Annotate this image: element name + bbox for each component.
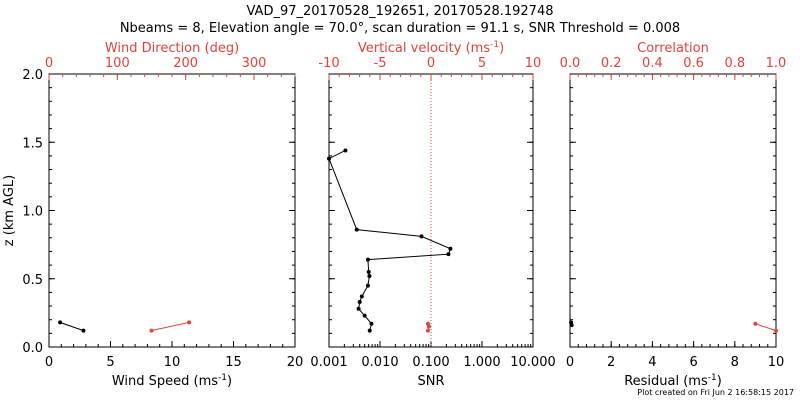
top-tick-label: 0 bbox=[427, 56, 435, 71]
data-point bbox=[753, 321, 758, 326]
top-axis-label: Correlation bbox=[637, 41, 709, 56]
bottom-axis-label: Residual (ms-1) bbox=[624, 373, 722, 389]
panel-frame-1 bbox=[48, 73, 296, 348]
top-tick-label: -5 bbox=[374, 56, 387, 71]
top-tick-label: 100 bbox=[105, 56, 130, 71]
bottom-tick-label: 1.000 bbox=[463, 355, 500, 370]
bottom-tick-label: 2 bbox=[607, 355, 615, 370]
data-point bbox=[774, 328, 778, 333]
data-point bbox=[359, 294, 364, 299]
data-point bbox=[367, 274, 372, 279]
data-point bbox=[569, 323, 574, 328]
top-tick-label: -10 bbox=[318, 56, 339, 71]
top-tick-label: 0.8 bbox=[724, 56, 745, 71]
bottom-tick-label: 8 bbox=[731, 355, 739, 370]
plot-timestamp: Plot created on Fri Jun 2 16:58:15 2017 bbox=[637, 388, 794, 397]
data-point bbox=[448, 246, 453, 251]
top-tick-label: 0.4 bbox=[642, 56, 663, 71]
bottom-axis-label: SNR bbox=[417, 374, 444, 389]
top-tick-label: 0 bbox=[45, 56, 53, 71]
data-point bbox=[367, 328, 372, 333]
y-tick-label: 2.0 bbox=[22, 68, 43, 83]
top-tick-label: 0.2 bbox=[601, 56, 622, 71]
data-point bbox=[365, 257, 370, 262]
bottom-tick-label: 6 bbox=[689, 355, 697, 370]
y-tick-label: 1.5 bbox=[22, 136, 43, 151]
top-tick-label: 1.0 bbox=[766, 56, 787, 71]
bottom-tick-label: 0.001 bbox=[310, 355, 347, 370]
top-tick-label: 0.0 bbox=[560, 56, 581, 71]
data-point bbox=[187, 320, 192, 325]
top-tick-label: 200 bbox=[173, 56, 198, 71]
series-line-1-2 bbox=[151, 321, 190, 332]
data-point bbox=[419, 234, 424, 239]
data-point bbox=[446, 252, 451, 257]
panel-frame-3 bbox=[569, 73, 777, 348]
bottom-axis-label: Wind Speed (ms-1) bbox=[112, 373, 232, 389]
bottom-tick-label: 20 bbox=[287, 355, 304, 370]
top-tick-label: 5 bbox=[478, 56, 486, 71]
bottom-tick-label: 5 bbox=[106, 355, 114, 370]
y-tick-label: 1.0 bbox=[22, 205, 43, 220]
bottom-tick-label: 0 bbox=[566, 355, 574, 370]
y-tick-label: 0.0 bbox=[22, 341, 43, 356]
bottom-tick-label: 0 bbox=[45, 355, 53, 370]
top-tick-label: 0.6 bbox=[683, 56, 704, 71]
bottom-tick-label: 0.010 bbox=[361, 355, 398, 370]
top-tick-label: 10 bbox=[525, 56, 542, 71]
data-point bbox=[327, 156, 331, 161]
data-point bbox=[357, 299, 362, 304]
data-point bbox=[426, 324, 431, 329]
data-point bbox=[365, 283, 370, 288]
top-tick-label: 300 bbox=[242, 56, 267, 71]
chart-title: VAD_97_20170528_192651, 20170528.192748 bbox=[246, 4, 554, 19]
series-line-1-1 bbox=[59, 321, 84, 332]
panel-frame-2 bbox=[328, 73, 534, 348]
bottom-tick-label: 0.100 bbox=[412, 355, 449, 370]
data-point bbox=[149, 328, 154, 333]
top-axis-label: Wind Direction (deg) bbox=[105, 41, 239, 56]
data-point bbox=[356, 306, 361, 311]
bottom-tick-label: 4 bbox=[648, 355, 656, 370]
y-axis-label: z (km AGL) bbox=[2, 175, 17, 246]
data-point bbox=[343, 148, 348, 153]
series-line-3-2 bbox=[755, 323, 777, 332]
data-point bbox=[369, 321, 374, 326]
data-point bbox=[362, 313, 367, 318]
bottom-tick-label: 10.000 bbox=[510, 355, 556, 370]
top-axis-label: Vertical velocity (ms-1) bbox=[358, 40, 504, 56]
bottom-tick-label: 10 bbox=[768, 355, 785, 370]
y-tick-label: 0.5 bbox=[22, 273, 43, 288]
data-point bbox=[81, 328, 86, 333]
series-line-2-1 bbox=[328, 149, 452, 331]
data-point bbox=[354, 227, 359, 232]
data-point bbox=[366, 269, 371, 274]
chart-subtitle: Nbeams = 8, Elevation angle = 70.0°, sca… bbox=[119, 21, 681, 36]
data-point bbox=[58, 320, 63, 325]
bottom-tick-label: 10 bbox=[164, 355, 181, 370]
bottom-tick-label: 15 bbox=[225, 355, 242, 370]
data-point bbox=[425, 328, 430, 333]
